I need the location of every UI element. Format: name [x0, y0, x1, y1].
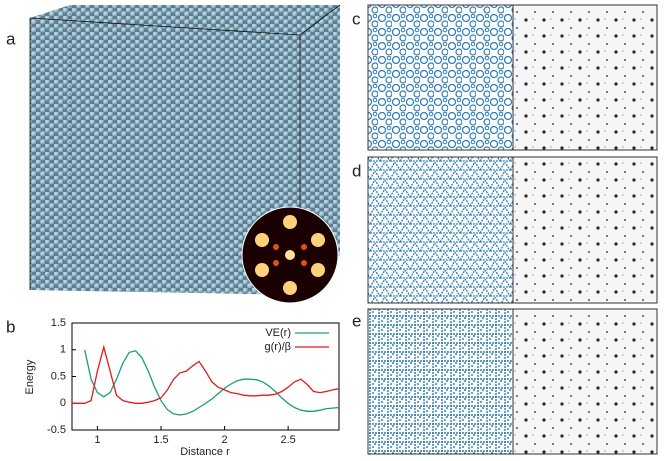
- y-tick-label: 0: [60, 397, 66, 409]
- panel-label: b: [6, 317, 15, 336]
- panel-label: d: [352, 161, 361, 180]
- series-line: [72, 344, 339, 404]
- series-line: [84, 349, 339, 416]
- y-tick-label: -0.5: [47, 424, 66, 436]
- y-tick-label: 0.5: [51, 370, 66, 382]
- x-axis-label: Distance r: [180, 446, 230, 458]
- x-tick-label: 2.5: [280, 434, 295, 446]
- y-tick-label: 1: [60, 344, 66, 356]
- panel-label: a: [6, 29, 16, 48]
- panel-d: [367, 156, 658, 304]
- x-tick-label: 1: [94, 434, 100, 446]
- panel-label: e: [352, 311, 361, 330]
- legend-label: g(r)/β: [265, 341, 292, 353]
- legend-label: VE(r): [265, 327, 291, 339]
- panel-c: [367, 4, 658, 151]
- y-axis-label: Energy: [24, 359, 36, 394]
- x-tick-label: 1.5: [153, 434, 168, 446]
- panel-e: [367, 308, 658, 455]
- x-tick-label: 2: [222, 434, 228, 446]
- panel-label: c: [352, 9, 361, 28]
- y-tick-label: 1.5: [51, 317, 66, 329]
- inset-pattern: [241, 206, 339, 304]
- energy-chart: Distance r Energy 1 1.5 2 2.5 -0.5 0 0.5 1 1.5 VE…: [24, 317, 340, 458]
